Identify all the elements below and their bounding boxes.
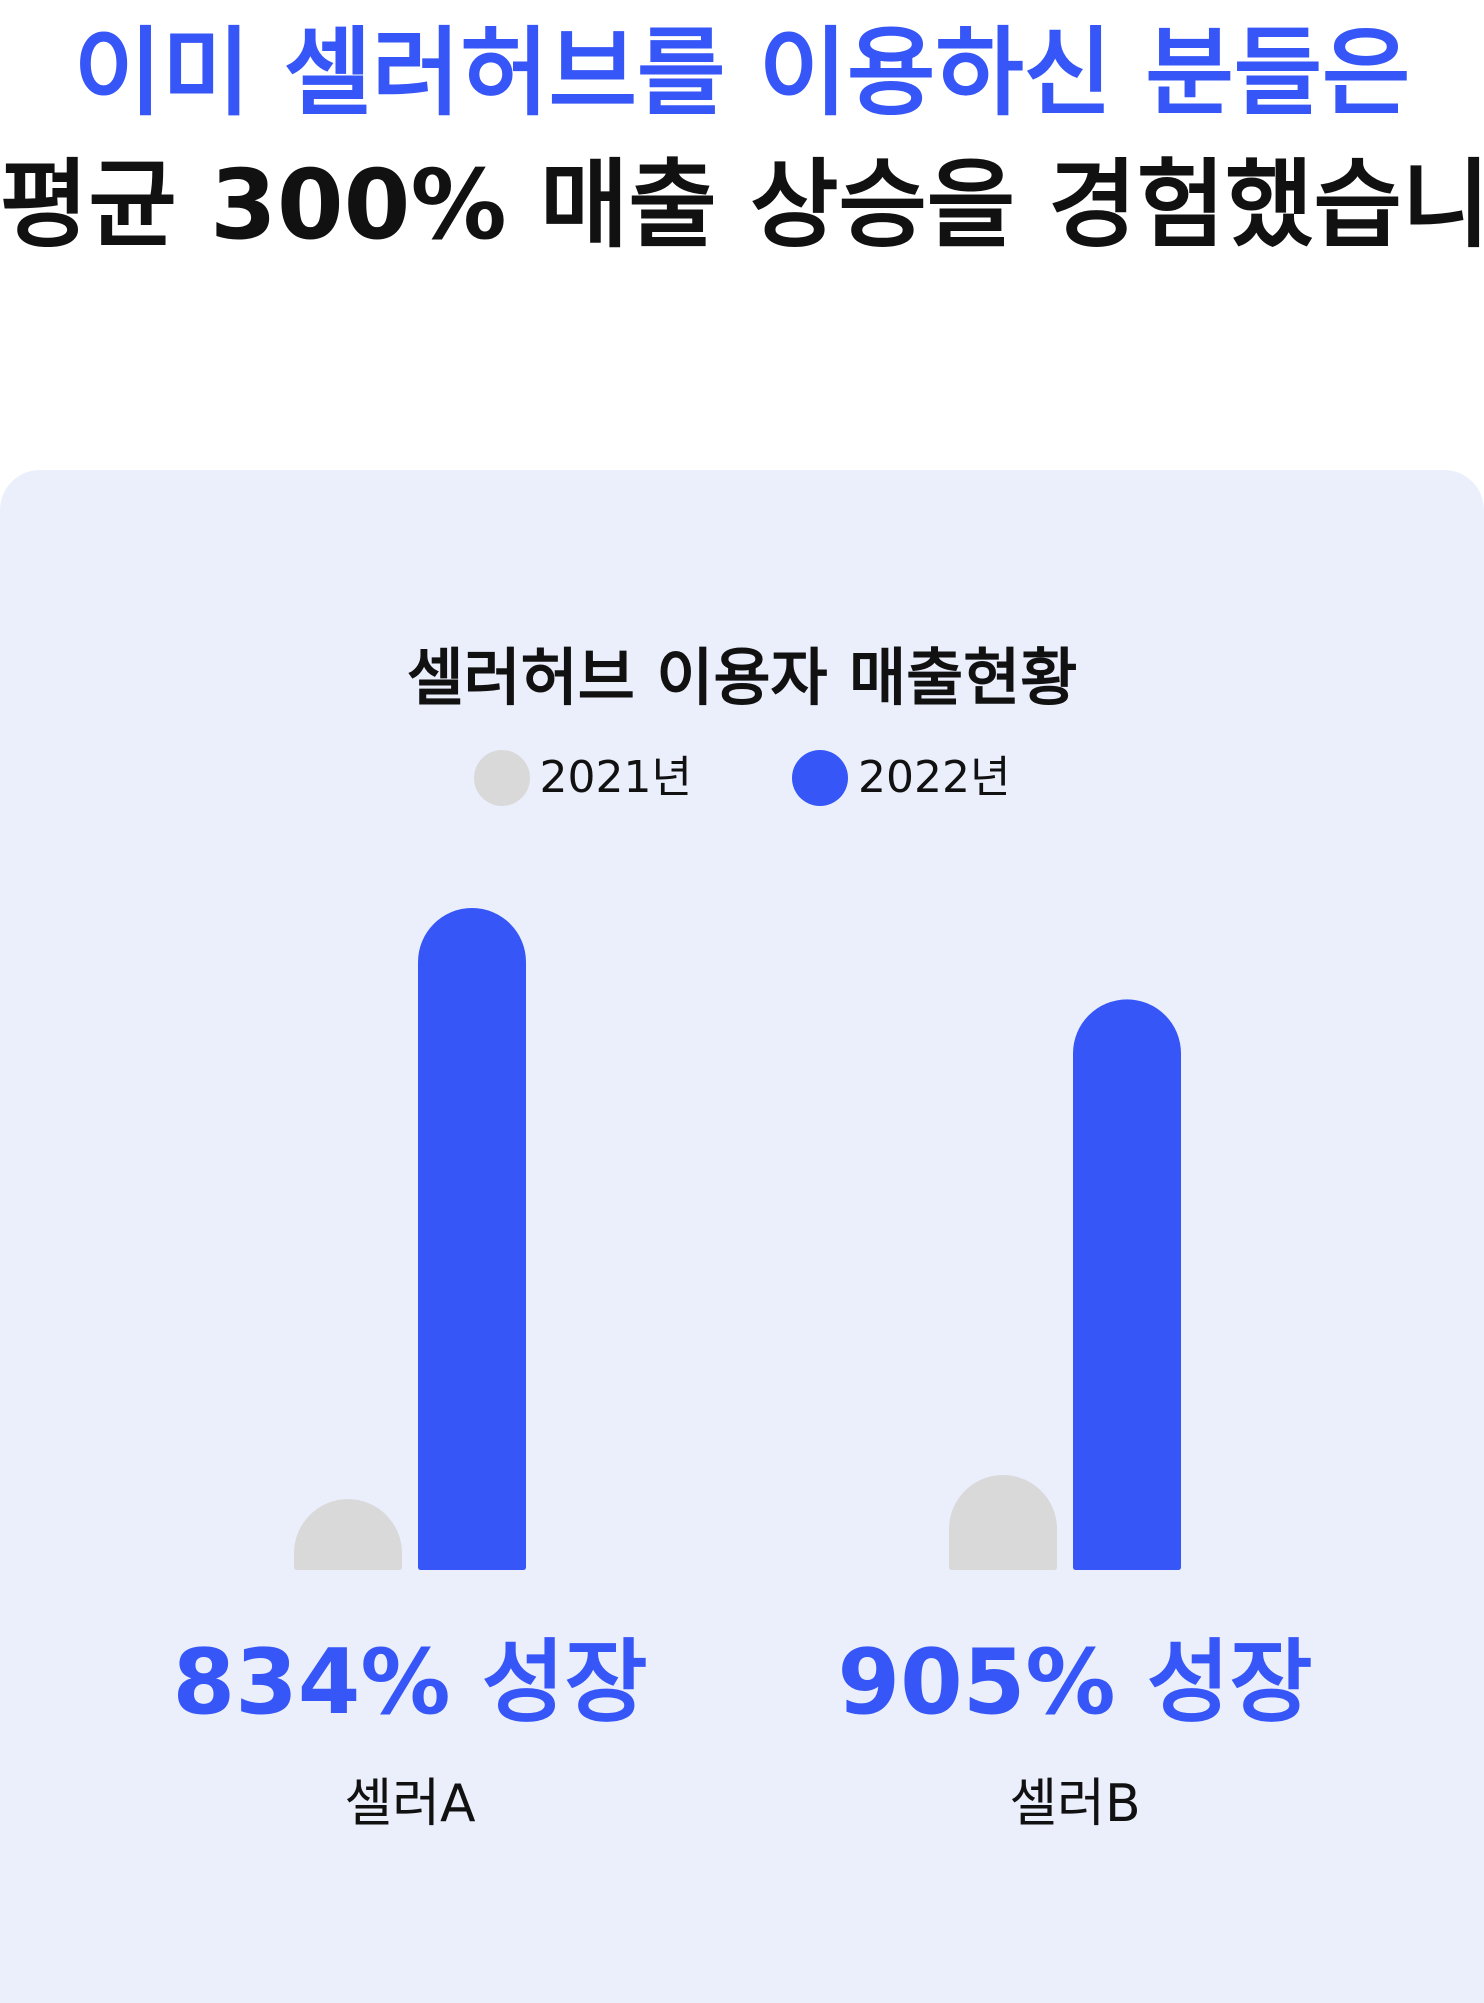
growth-label-seller-b: 905% 성장 xyxy=(837,1630,1313,1735)
legend-item-2021: 2021년 xyxy=(473,746,692,810)
legend-label-2022: 2022년 xyxy=(858,752,1011,803)
headline-line-1: 이미 셀러허브를 이용하신 분들은 xyxy=(73,17,1411,129)
legend-item-2022: 2022년 xyxy=(792,746,1010,810)
legend-swatch-2022 xyxy=(792,750,848,806)
bar-seller-a-2022 xyxy=(418,908,526,1570)
bar-seller-a-2021 xyxy=(294,1499,402,1570)
category-label-seller-a: 셀러A xyxy=(344,1774,476,1834)
legend-label-2021: 2021년 xyxy=(539,752,692,803)
bar-seller-b-2022 xyxy=(1073,999,1181,1570)
bar-seller-b-2021 xyxy=(949,1475,1057,1570)
growth-label-seller-a: 834% 성장 xyxy=(172,1630,648,1735)
legend-swatch-2021 xyxy=(473,750,530,806)
chart-card xyxy=(0,470,1484,2003)
category-label-seller-b: 셀러B xyxy=(1009,1774,1141,1834)
chart-title: 셀러허브 이용자 매출현황 xyxy=(406,641,1078,714)
bar-plot xyxy=(294,908,1181,1570)
headline-line-2: 평균 300% 매출 상승을 경험했습니다 xyxy=(0,149,1484,261)
chart-legend: 2021년 2022년 xyxy=(0,746,1484,810)
